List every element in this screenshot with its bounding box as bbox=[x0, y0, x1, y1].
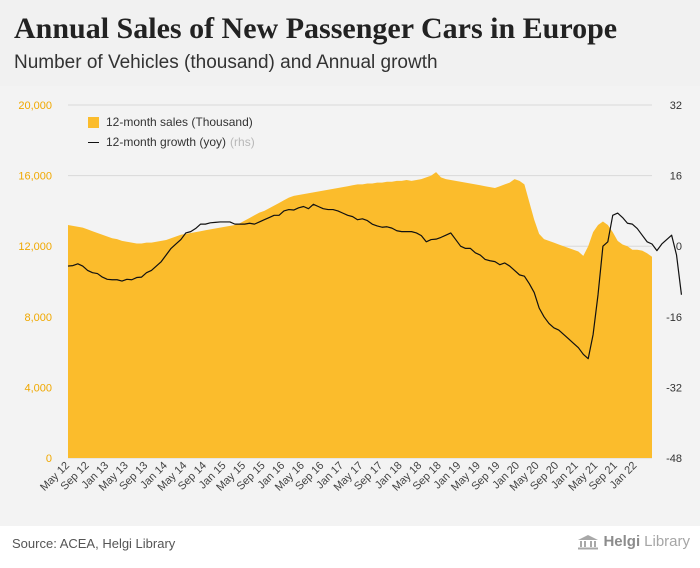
growth-line-series bbox=[67, 203, 683, 360]
legend-rhs-note: (rhs) bbox=[230, 135, 255, 149]
library-building-icon bbox=[578, 534, 599, 549]
y-right-tick-label: -16 bbox=[666, 312, 682, 324]
y-left-tick-label: 12,000 bbox=[18, 241, 52, 253]
y-right-tick-label: 16 bbox=[670, 171, 682, 183]
legend-swatch-area bbox=[88, 116, 99, 128]
brand-name-part1: Helgi bbox=[603, 533, 641, 550]
source-note: Source: ACEA, Helgi Library bbox=[12, 536, 176, 551]
legend-label-growth: 12-month growth (yoy) bbox=[106, 135, 227, 149]
y-left-tick-label: 8,000 bbox=[24, 312, 52, 324]
chart-legend: 12-month sales (Thousand) 12-month growt… bbox=[88, 112, 255, 152]
sales-area-series bbox=[68, 172, 652, 458]
y-right-tick-label: 0 bbox=[676, 241, 682, 253]
y-right-tick-label: -32 bbox=[666, 382, 682, 394]
chart-subtitle: Number of Vehicles (thousand) and Annual… bbox=[14, 52, 438, 73]
legend-label-sales: 12-month sales (Thousand) bbox=[106, 115, 253, 129]
brand-logo: Helgi Library bbox=[577, 533, 690, 550]
legend-swatch-line bbox=[88, 141, 99, 143]
brand-name-part2: Library bbox=[644, 533, 690, 550]
legend-item-growth: 12-month growth (yoy) (rhs) bbox=[88, 132, 255, 152]
y-left-tick-label: 0 bbox=[46, 453, 52, 465]
y-left-tick-label: 20,000 bbox=[18, 100, 52, 112]
y-left-tick-label: 4,000 bbox=[24, 382, 52, 394]
chart-header: Annual Sales of New Passenger Cars in Eu… bbox=[0, 0, 700, 86]
chart-title: Annual Sales of New Passenger Cars in Eu… bbox=[14, 12, 618, 45]
y-right-tick-label: 32 bbox=[670, 100, 682, 112]
y-right-tick-label: -48 bbox=[666, 453, 682, 465]
legend-item-sales: 12-month sales (Thousand) bbox=[88, 112, 255, 132]
y-left-tick-label: 16,000 bbox=[18, 171, 52, 183]
